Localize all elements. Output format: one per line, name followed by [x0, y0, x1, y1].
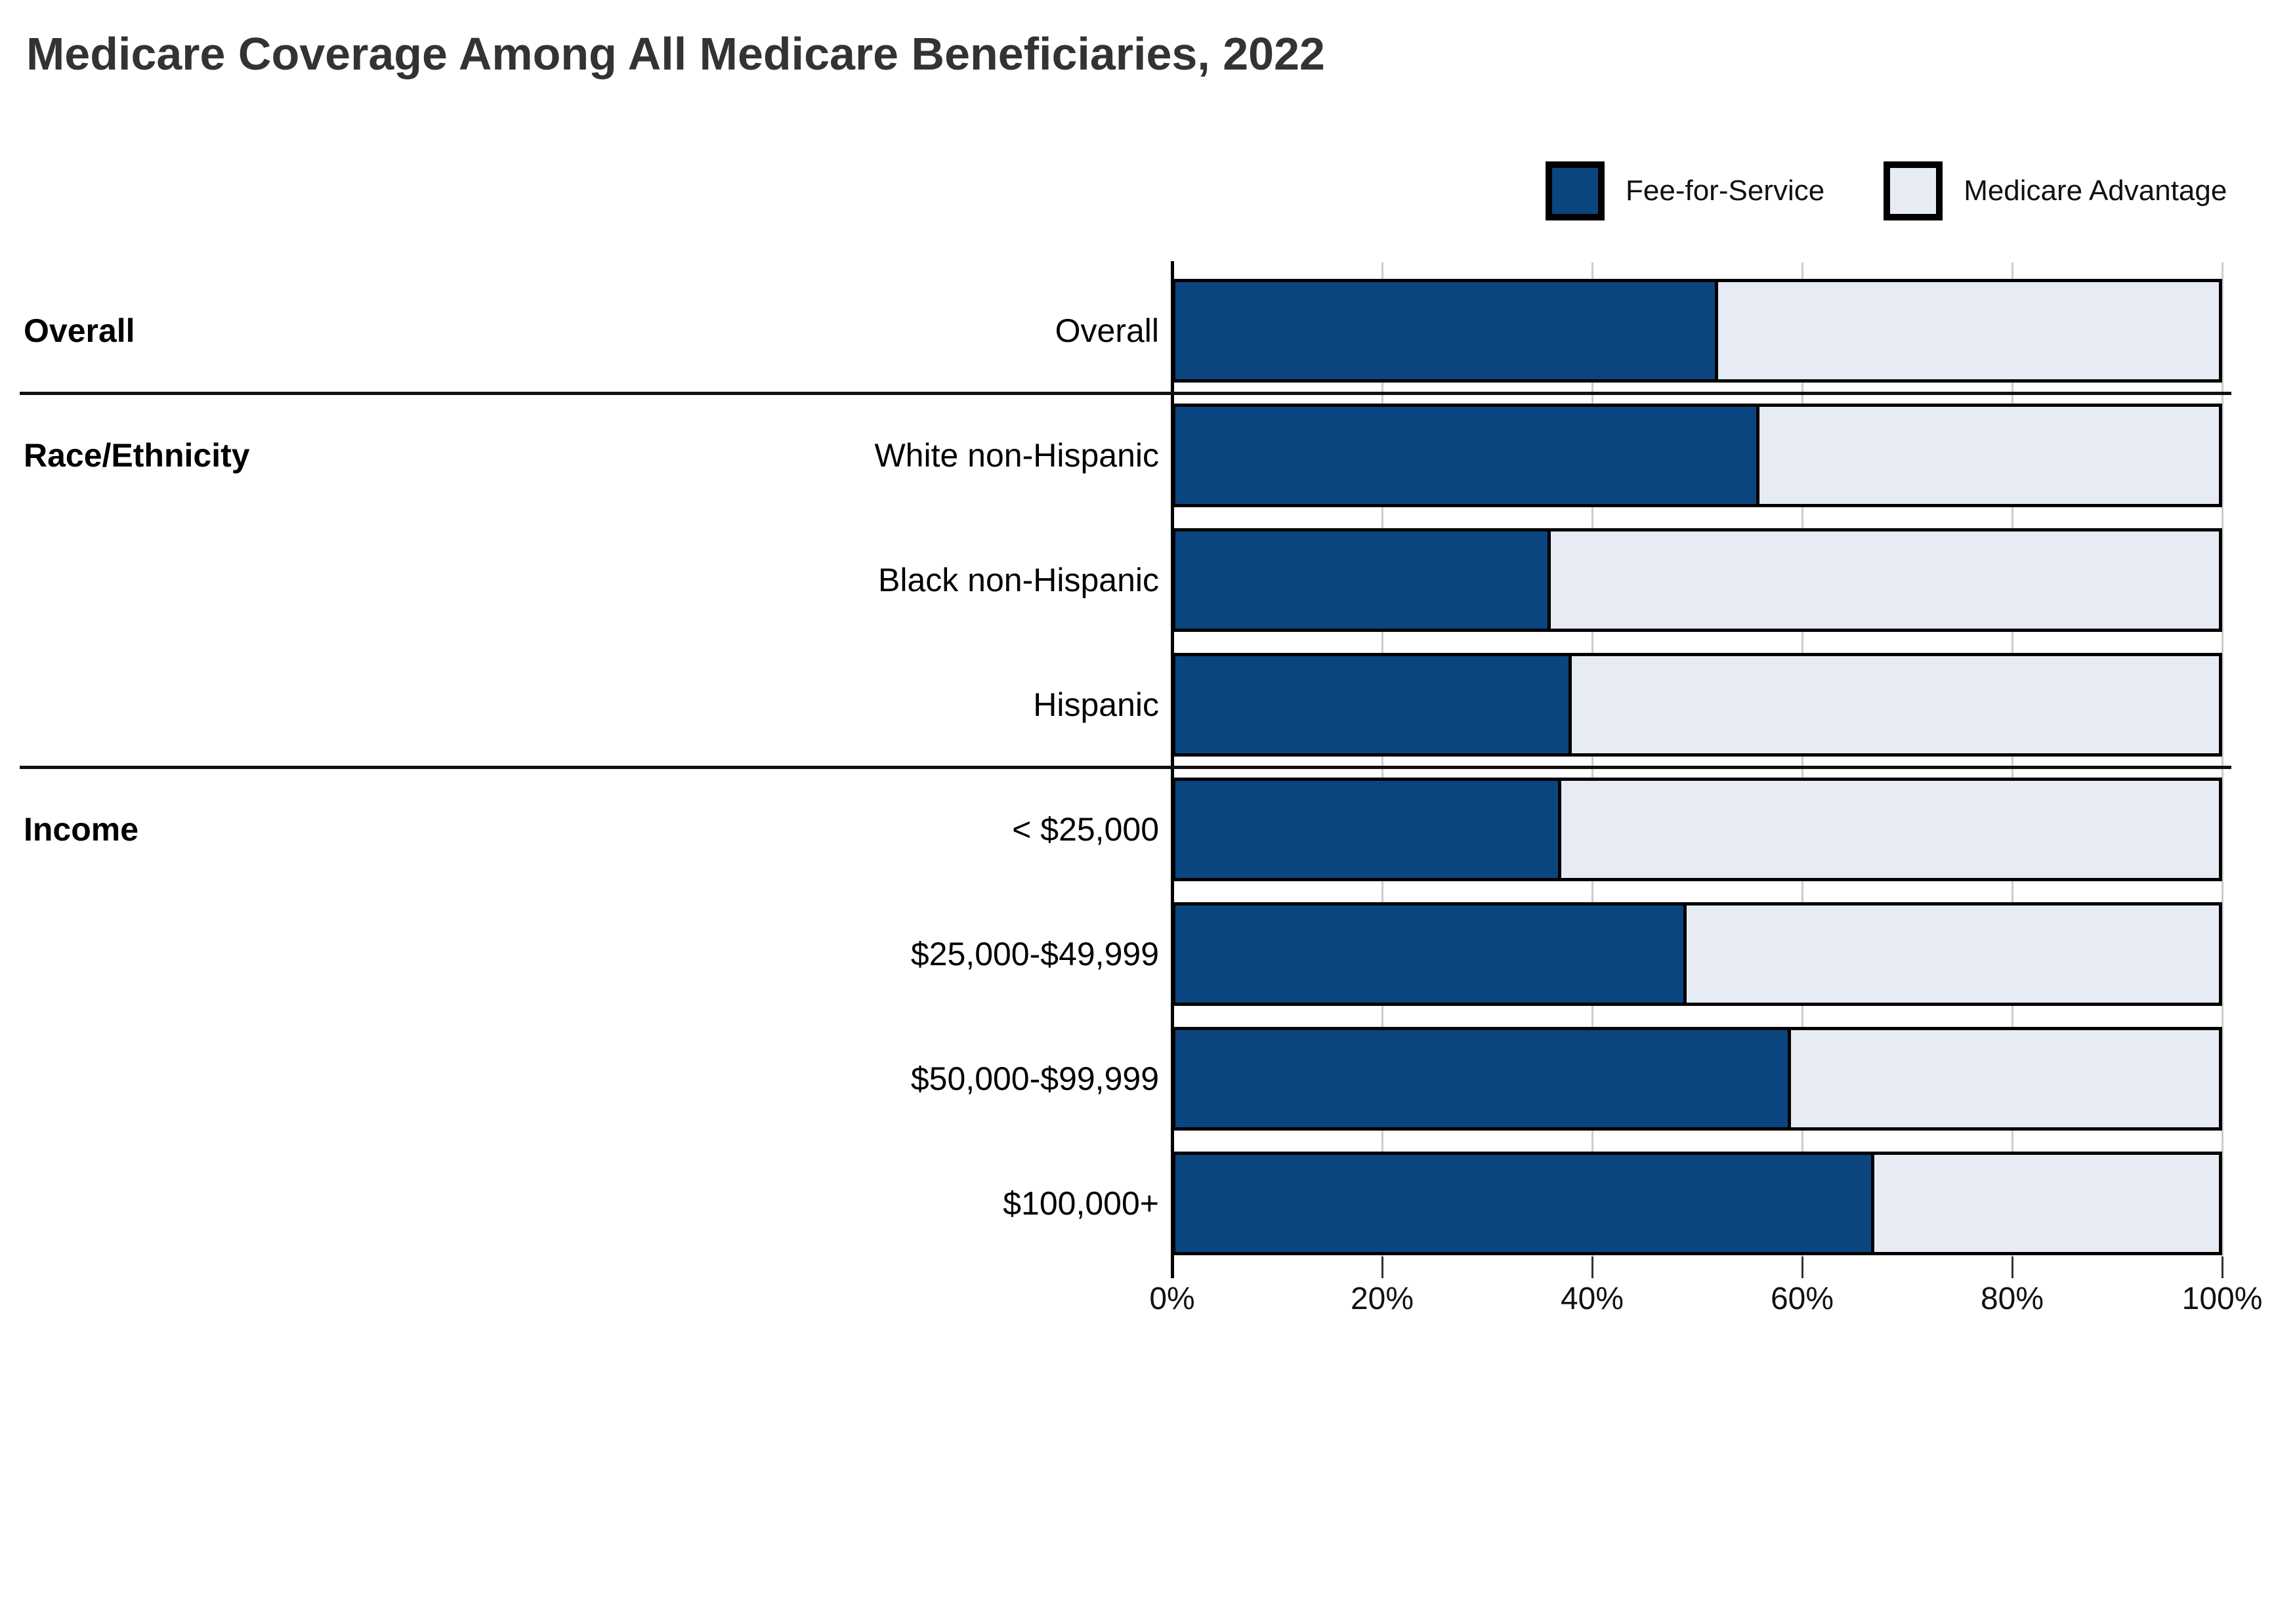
tick-mark-60% [1801, 1257, 1803, 1278]
legend-swatch-medicare-advantage [1884, 161, 1943, 220]
bar-segment-medicare-advantage [1791, 1030, 2219, 1127]
bar-row [1172, 279, 2222, 383]
group-separator [20, 391, 2231, 395]
gridline-100% [2221, 262, 2223, 1257]
group-separator [20, 765, 2231, 769]
row-label: Black non-Hispanic [878, 562, 1159, 598]
bar-row [1172, 902, 2222, 1006]
row-label: $25,000-$49,999 [910, 936, 1159, 972]
group-label: Income [24, 811, 139, 848]
legend-label-medicare-advantage: Medicare Advantage [1964, 175, 2227, 207]
gridline-60% [1801, 262, 1803, 1257]
chart-title: Medicare Coverage Among All Medicare Ben… [26, 28, 1325, 79]
bar-segment-medicare-advantage [1759, 407, 2219, 504]
axis-tick-label-0%: 0% [1149, 1281, 1195, 1316]
row-label: < $25,000 [1012, 811, 1159, 848]
bar-segment-medicare-advantage [1561, 781, 2219, 878]
gridline-80% [2011, 262, 2013, 1257]
tick-mark-20% [1381, 1257, 1383, 1278]
tick-mark-40% [1591, 1257, 1593, 1278]
tick-mark-100% [2221, 1257, 2223, 1278]
row-label: Overall [1055, 312, 1159, 349]
row-label: $100,000+ [1003, 1185, 1159, 1222]
bar-segment-medicare-advantage [1874, 1155, 2219, 1252]
axis-tick-label-100%: 100% [2181, 1281, 2263, 1316]
legend-item-medicare-advantage: Medicare Advantage [1884, 161, 2227, 220]
bar-row [1172, 1027, 2222, 1131]
bar-segment-fee-for-service [1175, 531, 1551, 629]
bar-segment-medicare-advantage [1717, 282, 2219, 379]
bar-segment-medicare-advantage [1687, 906, 2219, 1003]
bar-row [1172, 653, 2222, 757]
bar-segment-fee-for-service [1175, 781, 1562, 878]
y-axis-line [1171, 261, 1174, 1278]
bar-segment-medicare-advantage [1551, 531, 2219, 629]
bar-row [1172, 778, 2222, 881]
axis-tick-label-40%: 40% [1560, 1281, 1624, 1316]
bar-row [1172, 404, 2222, 507]
axis-tick-label-60%: 60% [1770, 1281, 1834, 1316]
row-label: White non-Hispanic [874, 437, 1159, 474]
legend-item-fee-for-service: Fee-for-Service [1546, 161, 1824, 220]
group-label: Race/Ethnicity [24, 437, 250, 474]
axis-tick-label-20%: 20% [1350, 1281, 1414, 1316]
legend-label-fee-for-service: Fee-for-Service [1626, 175, 1825, 207]
bar-segment-medicare-advantage [1572, 656, 2219, 753]
gridline-20% [1381, 262, 1383, 1257]
group-label: Overall [24, 312, 135, 349]
bar-segment-fee-for-service [1175, 906, 1687, 1003]
row-label: Hispanic [1033, 686, 1159, 723]
bar-segment-fee-for-service [1175, 282, 1718, 379]
bar-row [1172, 1152, 2222, 1255]
gridline-40% [1591, 262, 1593, 1257]
legend: Fee-for-Service Medicare Advantage [1546, 161, 2227, 220]
row-label: $50,000-$99,999 [910, 1060, 1159, 1097]
bar-row [1172, 528, 2222, 632]
tick-mark-80% [2011, 1257, 2013, 1278]
bar-segment-fee-for-service [1175, 1155, 1875, 1252]
bar-segment-fee-for-service [1175, 407, 1760, 504]
axis-tick-label-80%: 80% [1980, 1281, 2044, 1316]
legend-swatch-fee-for-service [1546, 161, 1605, 220]
bar-segment-fee-for-service [1175, 1030, 1792, 1127]
bar-segment-fee-for-service [1175, 656, 1572, 753]
